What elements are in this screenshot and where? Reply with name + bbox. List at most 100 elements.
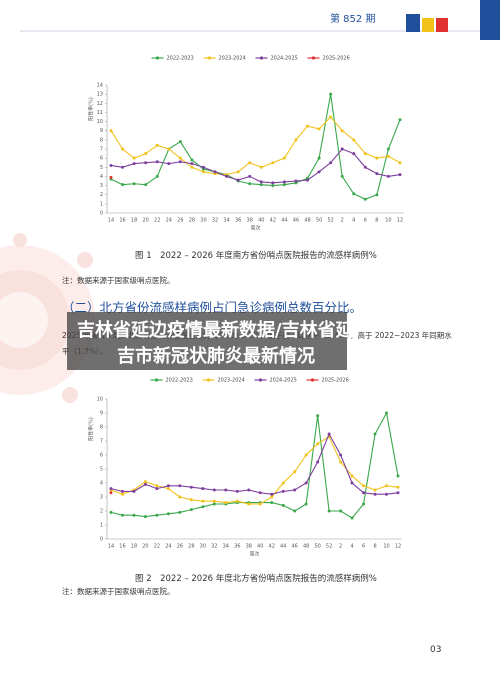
point (362, 502, 366, 506)
point (201, 170, 205, 174)
x-tick-label: 4 (352, 218, 355, 224)
point (109, 487, 113, 491)
point (132, 162, 136, 166)
point (189, 508, 193, 512)
point (398, 161, 402, 165)
point (304, 453, 308, 457)
point (352, 138, 356, 142)
point (293, 488, 297, 492)
x-tick-label: 10 (383, 544, 389, 550)
legend-swatch (207, 56, 212, 60)
y-tick-label: 1 (100, 201, 103, 207)
y-tick-label: 0 (100, 537, 103, 543)
point (132, 489, 136, 493)
point (375, 172, 379, 176)
point (143, 480, 147, 484)
point (167, 162, 171, 166)
point (329, 92, 333, 96)
point (213, 170, 217, 174)
x-tick-label: 12 (397, 218, 403, 224)
point (373, 432, 377, 436)
point (258, 502, 262, 506)
point (259, 180, 263, 184)
point (178, 156, 182, 160)
x-tick-label: 50 (316, 218, 322, 224)
point (144, 152, 148, 156)
point (281, 503, 285, 507)
point (350, 474, 354, 478)
series-line (110, 148, 401, 184)
point (132, 513, 136, 517)
y-tick-label: 3 (100, 183, 103, 189)
point (352, 152, 356, 156)
point (155, 160, 159, 164)
point (373, 492, 377, 496)
x-tick-label: 4 (350, 544, 353, 550)
point (201, 165, 205, 169)
point (386, 174, 390, 178)
x-tick-label: 16 (119, 544, 125, 550)
point (166, 512, 170, 516)
point (294, 138, 298, 142)
point (201, 487, 205, 491)
y-tick-label: 7 (100, 439, 103, 445)
legend-label: 2024-2025 (271, 56, 298, 62)
point (363, 165, 367, 169)
point (132, 156, 136, 160)
point (248, 182, 252, 186)
point (362, 491, 366, 495)
caption: 图 2 2022 – 2026 年度北方省份哨点医院报告的流感样病例% (135, 574, 377, 584)
point (350, 481, 354, 485)
x-tick-label: 26 (177, 218, 183, 224)
x-tick-label: 8 (375, 218, 378, 224)
x-tick-label: 22 (154, 544, 160, 550)
point (385, 411, 389, 415)
point (166, 487, 170, 491)
page-number: 03 (430, 645, 442, 655)
x-axis-label: 周次 (249, 551, 259, 558)
note: 注：数据来源于国家级哨点医院。 (62, 276, 175, 285)
point (121, 165, 125, 169)
point (178, 160, 182, 164)
point (396, 485, 400, 489)
x-tick-label: 34 (223, 218, 229, 224)
point (304, 502, 308, 506)
point (363, 197, 367, 201)
y-tick-label: 14 (97, 83, 103, 89)
point (306, 124, 310, 128)
y-tick-label: 4 (100, 481, 103, 487)
x-tick-label: 30 (200, 218, 206, 224)
point (306, 178, 310, 182)
virus-image (0, 233, 103, 403)
point (362, 484, 366, 488)
point (155, 174, 159, 178)
point (398, 118, 402, 122)
note: 注：数据来源于国家级哨点医院。 (62, 587, 175, 596)
x-tick-label: 34 (223, 544, 229, 550)
point (236, 170, 240, 174)
x-tick-label: 50 (314, 544, 320, 550)
legend-swatch (258, 378, 263, 382)
point (189, 498, 193, 502)
point (225, 174, 229, 178)
point (247, 502, 251, 506)
point (189, 485, 193, 489)
point (144, 183, 148, 187)
y-tick-label: 1 (100, 523, 103, 529)
point (212, 499, 216, 503)
point (350, 516, 354, 520)
series-line (110, 436, 399, 505)
point (178, 510, 182, 514)
point (339, 509, 343, 513)
point (396, 474, 400, 478)
legend-label: 2022-2023 (167, 56, 194, 62)
point (155, 484, 159, 488)
point (293, 509, 297, 513)
y-tick-label: 2 (100, 509, 103, 515)
series-line (110, 116, 401, 176)
legend-label: 2022-2023 (166, 378, 193, 384)
x-tick-label: 44 (281, 218, 287, 224)
x-tick-label: 14 (108, 218, 114, 224)
point (398, 173, 402, 177)
